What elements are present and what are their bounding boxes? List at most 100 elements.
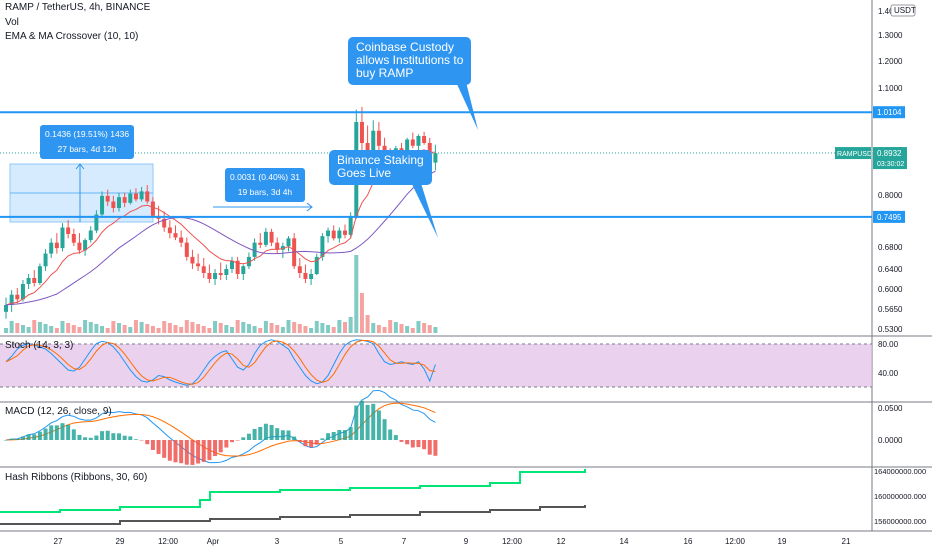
annotation-binance[interactable]: Binance Staking Goes Live xyxy=(329,150,432,185)
volume-bar xyxy=(303,326,308,333)
stoch-pane xyxy=(0,339,872,388)
volume-bar xyxy=(184,320,189,333)
price-tick-label: 1.3000 xyxy=(878,31,903,40)
volume-bar xyxy=(179,327,184,333)
volume-bar xyxy=(173,325,178,333)
measure-right-label: 0.0031 (0.40%) 31 19 bars, 3d 4h xyxy=(225,168,305,202)
macd-histogram-bar xyxy=(337,429,342,440)
stoch-d-line xyxy=(5,339,436,385)
volume-bar xyxy=(15,323,20,333)
current-symbol-label: RAMPUSDT xyxy=(837,151,877,158)
volume-bar xyxy=(43,324,48,333)
macd-histogram-bar xyxy=(66,424,71,440)
macd-histogram-bar xyxy=(365,404,370,440)
macd-histogram-bar xyxy=(297,440,302,442)
time-tick-label: 12:00 xyxy=(502,537,523,546)
candle-body xyxy=(343,230,347,235)
volume-bar xyxy=(167,323,172,333)
volume-bar xyxy=(388,320,393,333)
horizontal-levels[interactable] xyxy=(0,82,872,238)
volume-bar xyxy=(246,324,251,333)
candle-body xyxy=(422,136,427,143)
candle-body xyxy=(32,278,37,283)
candle-body xyxy=(410,139,415,146)
volume-bar xyxy=(213,321,218,333)
volume-bar xyxy=(139,322,144,333)
candle-body xyxy=(405,139,410,154)
candle-body xyxy=(297,266,302,273)
stoch-tick-label: 40.00 xyxy=(878,369,899,378)
hash-tick-label: 160000000.000 xyxy=(874,492,926,501)
candle-body xyxy=(66,227,71,234)
volume-bar xyxy=(280,327,285,333)
candle-body xyxy=(207,273,212,279)
candle-body xyxy=(88,230,93,241)
volume-bar xyxy=(354,255,359,333)
macd-histogram-bar xyxy=(190,440,195,465)
volume-bar xyxy=(49,326,54,333)
macd-line xyxy=(5,389,436,464)
macd-histogram-bar xyxy=(213,440,218,457)
level-high-tag xyxy=(873,106,905,119)
price-tick-label: 0.8000 xyxy=(878,191,903,200)
candle-body xyxy=(139,191,144,200)
annotation-coinbase[interactable]: Coinbase Custody allows Institutions to … xyxy=(348,37,472,85)
volume-bar xyxy=(71,325,76,333)
measure-left-arrowhead xyxy=(75,163,85,170)
candle-body xyxy=(416,136,421,146)
volume-bar xyxy=(26,327,31,333)
volume-bar xyxy=(263,321,268,333)
macd-histogram-bar xyxy=(246,433,251,440)
macd-histogram-bar xyxy=(252,428,257,440)
macd-histogram-bar xyxy=(275,428,280,440)
time-tick-label: 7 xyxy=(402,537,407,546)
volume-bar xyxy=(331,327,336,333)
volume-bar xyxy=(100,326,105,333)
candle-body xyxy=(286,238,291,247)
macd-histogram-bar xyxy=(77,434,82,440)
macd-histogram-bar xyxy=(224,440,229,448)
time-tick-label: 5 xyxy=(339,537,344,546)
volume-bar xyxy=(365,315,370,333)
macd-histogram-bar xyxy=(156,440,161,454)
currency-box xyxy=(890,4,916,17)
volume-bar xyxy=(20,325,25,333)
volume-bar xyxy=(54,328,59,333)
candle-body xyxy=(150,201,155,216)
macd-histogram-bar xyxy=(207,440,212,461)
candle-body xyxy=(100,195,105,215)
volume-bar xyxy=(382,327,387,333)
candle-body xyxy=(371,130,376,159)
volume-bar xyxy=(83,320,88,333)
volume-bar xyxy=(297,324,302,333)
price-tick-label: 0.5300 xyxy=(878,325,903,334)
macd-histogram-bar xyxy=(4,440,8,441)
current-symbol-tag xyxy=(835,147,871,160)
macd-histogram-bar xyxy=(111,433,116,440)
time-tick-label: Apr xyxy=(207,537,220,546)
macd-histogram-bar xyxy=(179,440,184,464)
candle-body xyxy=(224,269,229,275)
price-tick-label: 0.6400 xyxy=(878,265,903,274)
candle-body xyxy=(179,237,184,243)
macd-histogram-bar xyxy=(32,434,37,440)
macd-histogram-bar xyxy=(354,405,359,440)
hash-ribbon-gray xyxy=(0,505,586,525)
macd-histogram-bar xyxy=(26,434,31,440)
price-tick-label: 0.5650 xyxy=(878,305,903,314)
volume-bar xyxy=(241,322,246,333)
stoch-tick-label: 80.00 xyxy=(878,340,899,349)
volume-bar xyxy=(156,328,161,333)
volume-bar xyxy=(162,321,167,333)
candle-body xyxy=(94,214,99,231)
macd-histogram-bar xyxy=(286,430,291,440)
volume-bar xyxy=(275,325,280,333)
candle-body xyxy=(77,242,82,251)
macd-histogram-bar xyxy=(422,440,427,450)
macd-histogram-bar xyxy=(145,440,150,445)
volume-bar xyxy=(393,322,398,333)
macd-histogram-bar xyxy=(218,440,223,453)
volume-bar xyxy=(224,325,229,333)
volume-bar xyxy=(337,320,342,333)
